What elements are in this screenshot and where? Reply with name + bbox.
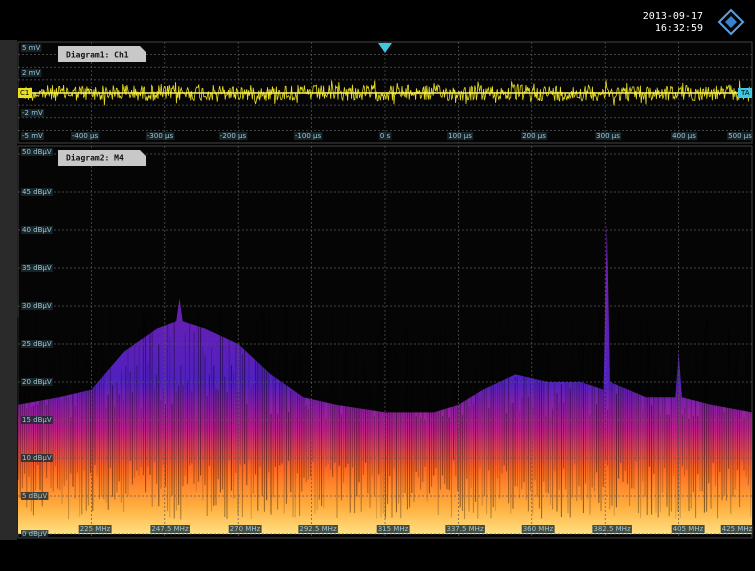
- axis-label: 2 mV: [22, 69, 40, 77]
- axis-label: 270 MHz: [230, 525, 261, 533]
- time: 16:32:59: [655, 23, 703, 34]
- axis-label: 45 dBµV: [22, 188, 52, 196]
- axis-label: 360 MHz: [523, 525, 554, 533]
- axis-label: 337.5 MHz: [446, 525, 484, 533]
- axis-label: 292.5 MHz: [299, 525, 337, 533]
- axis-label: 50 dBµV: [22, 148, 52, 156]
- axis-label: 5 dBµV: [22, 492, 47, 500]
- diagram2-title: Diagram2: M4: [66, 153, 124, 163]
- axis-label: -5 mV: [22, 132, 43, 140]
- left-strip: [0, 40, 17, 540]
- diagram1-title: Diagram1: Ch1: [66, 50, 129, 60]
- axis-label: 247.5 MHz: [151, 525, 189, 533]
- axis-label: 405 MHz: [673, 525, 704, 533]
- axis-label: 300 µs: [596, 132, 620, 140]
- axis-label: -400 µs: [72, 132, 99, 140]
- axis-label: 382.5 MHz: [593, 525, 631, 533]
- axis-label: -100 µs: [295, 132, 322, 140]
- axis-label: 5 mV: [22, 44, 40, 52]
- screen: 2013-09-17 16:32:59 Diagram1: Ch1 C1 TA …: [0, 0, 755, 571]
- axis-label: 225 MHz: [80, 525, 111, 533]
- axis-label: 15 dBµV: [22, 416, 52, 424]
- axis-label: 400 µs: [672, 132, 696, 140]
- axis-label: 200 µs: [522, 132, 546, 140]
- axis-label: 30 dBµV: [22, 302, 52, 310]
- axis-label: 500 µs: [728, 132, 752, 140]
- axis-label: 100 µs: [448, 132, 472, 140]
- axis-label: 40 dBµV: [22, 226, 52, 234]
- axis-label: 10 dBµV: [22, 454, 52, 462]
- axis-label: -200 µs: [220, 132, 247, 140]
- axis-label: 0 dBµV: [22, 530, 47, 538]
- axis-label: 25 dBµV: [22, 340, 52, 348]
- axis-label: 0 s: [380, 132, 391, 140]
- axis-label: 20 dBµV: [22, 378, 52, 386]
- axis-label: -300 µs: [147, 132, 174, 140]
- channel-marker: C1: [20, 89, 29, 97]
- axis-label: 425 MHz: [722, 525, 753, 533]
- page: 2013-09-17 16:32:59 Diagram1: Ch1 C1 TA …: [0, 0, 755, 571]
- axis-label: 35 dBµV: [22, 264, 52, 272]
- axis-label: 315 MHz: [378, 525, 409, 533]
- axis-label: -2 mV: [22, 109, 43, 117]
- trigger-marker: TA: [740, 89, 750, 97]
- date: 2013-09-17: [643, 11, 703, 22]
